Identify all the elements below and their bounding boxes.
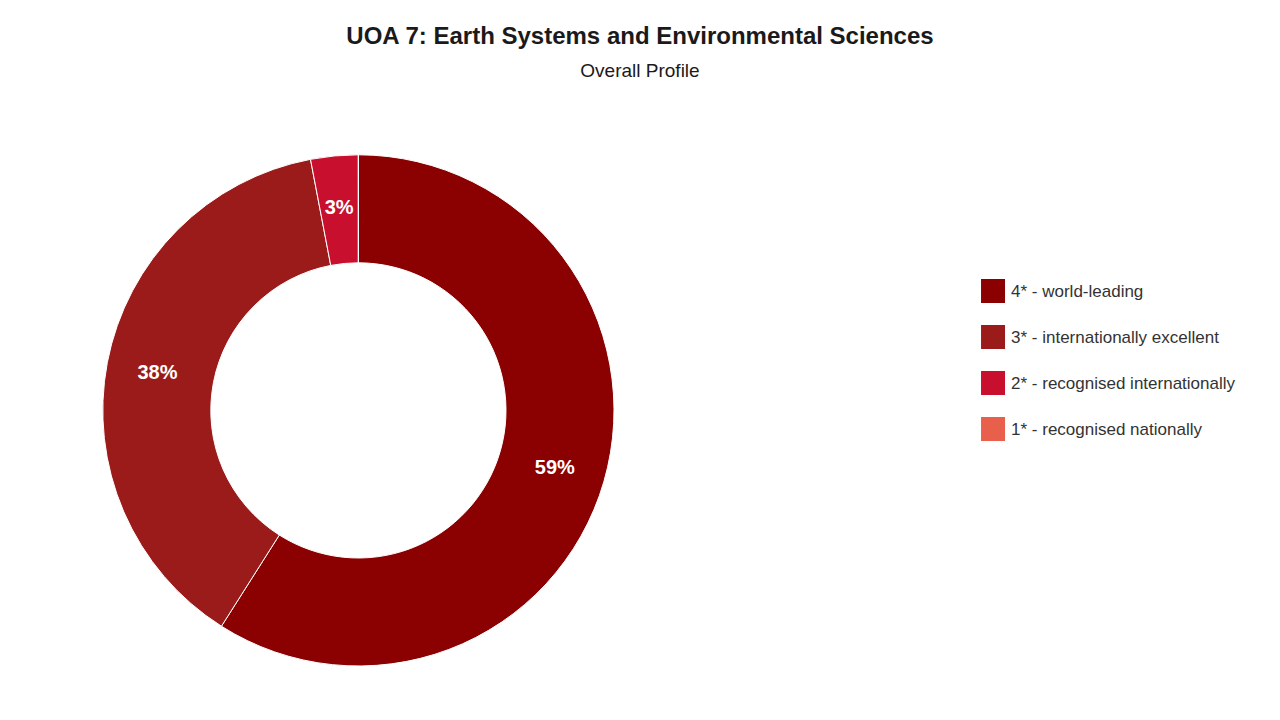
svg-text:2* - recognised internationall: 2* - recognised internationally [1011, 374, 1235, 393]
svg-text:3%: 3% [325, 196, 354, 218]
svg-text:1* - recognised nationally: 1* - recognised nationally [1011, 420, 1202, 439]
svg-text:59%: 59% [535, 456, 575, 478]
svg-text:3* - internationally excellent: 3* - internationally excellent [1011, 328, 1219, 347]
svg-text:Overall Profile: Overall Profile [580, 60, 699, 81]
svg-text:UOA 7: Earth Systems and Envir: UOA 7: Earth Systems and Environmental S… [346, 22, 933, 49]
svg-text:38%: 38% [137, 361, 177, 383]
svg-text:4* - world-leading: 4* - world-leading [1011, 282, 1143, 301]
